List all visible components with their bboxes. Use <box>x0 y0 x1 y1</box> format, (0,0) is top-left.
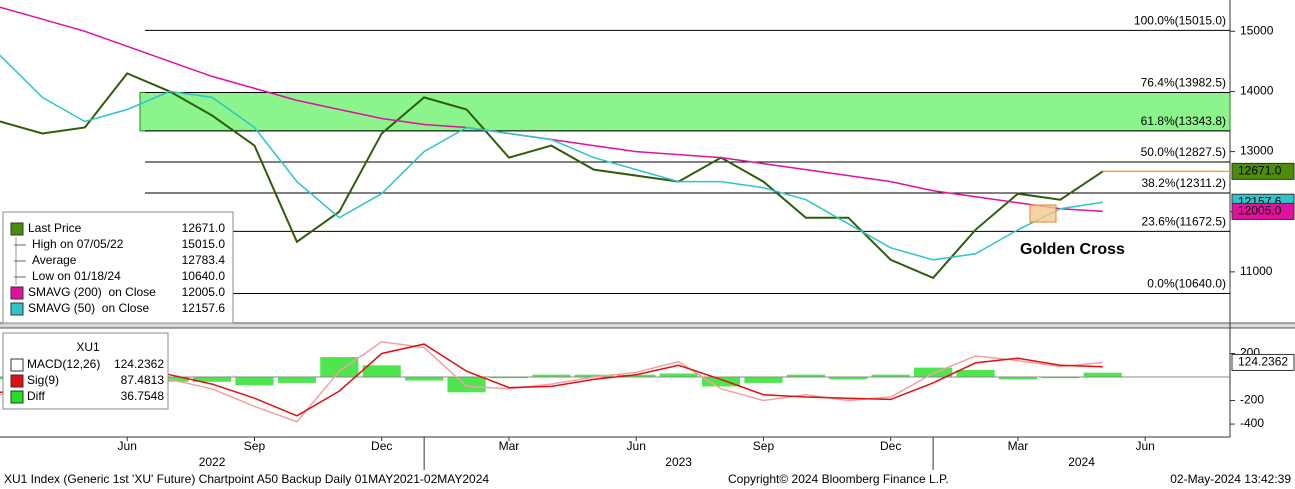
legend-label: Average <box>32 253 77 267</box>
fib-zone <box>139 91 1231 132</box>
legend-box <box>2 211 234 324</box>
y-tick-label: 15000 <box>1240 23 1274 37</box>
legend-swatch <box>10 286 24 300</box>
x-tick-label: Jun <box>118 439 137 453</box>
legend-value: 36.7548 <box>121 389 165 403</box>
diff-bar <box>829 377 868 380</box>
last-value-box <box>1231 162 1295 180</box>
y-tick-label: -200 <box>1240 393 1264 407</box>
series-line <box>0 72 1104 280</box>
legend-box <box>2 332 169 410</box>
year-label: 2023 <box>665 455 692 469</box>
diff-bar <box>574 374 613 378</box>
footer-right: 02-May-2024 13:42:39 <box>1170 472 1291 486</box>
legend-swatch <box>10 302 24 316</box>
legend-value: 15015.0 <box>182 237 226 251</box>
x-tick-label: Mar <box>1008 439 1029 453</box>
legend-label: Low on 01/18/24 <box>32 269 121 283</box>
diff-bar <box>956 369 995 378</box>
diff-bar <box>277 377 316 383</box>
diff-bar <box>405 377 444 381</box>
year-label: 2024 <box>1068 455 1095 469</box>
diff-bar <box>701 377 741 387</box>
y-tick-label: -400 <box>1240 416 1264 430</box>
fib-label: 0.0%(10640.0) <box>1147 277 1226 291</box>
fib-label: 50.0%(12827.5) <box>1141 145 1226 159</box>
fib-label: 61.8%(13343.8) <box>1141 114 1226 128</box>
fib-label: 23.6%(11672.5) <box>1141 215 1226 229</box>
diff-bar <box>447 377 486 393</box>
year-label: 2022 <box>199 455 226 469</box>
legend-title: XU1 <box>76 340 100 354</box>
y-tick-label: 13000 <box>1240 144 1274 158</box>
last-value-label: 124.2362 <box>1238 355 1288 369</box>
last-value-box <box>1231 202 1295 220</box>
last-value-box <box>1231 353 1295 371</box>
legend-value: 87.4813 <box>121 373 165 387</box>
series-line <box>0 341 1103 423</box>
diff-bar <box>1041 377 1080 379</box>
legend-label: High on 07/05/22 <box>32 237 124 251</box>
x-tick-label: Sep <box>244 439 266 453</box>
x-tick-label: Sep <box>753 439 775 453</box>
diff-bar <box>871 374 910 378</box>
legend-label: Last Price <box>28 221 82 235</box>
series-line <box>0 54 1103 261</box>
legend-swatch <box>10 222 24 236</box>
fib-label: 100.0%(15015.0) <box>1134 14 1226 28</box>
diff-bar <box>235 377 274 386</box>
diff-bar <box>744 377 783 383</box>
series-group <box>0 341 1230 423</box>
x-tick-label: Dec <box>880 439 901 453</box>
diff-bar <box>489 377 529 379</box>
legend-label: MACD(12,26) <box>27 357 100 371</box>
legend-label: Diff <box>27 389 45 403</box>
legend-value: 12005.0 <box>182 285 226 299</box>
legend-swatch <box>10 390 24 404</box>
fib-label: 76.4%(13982.5) <box>1141 76 1226 90</box>
diff-bar <box>1083 372 1122 378</box>
legend-label: SMAVG (200) on Close <box>28 285 156 299</box>
x-tick-label: Mar <box>499 439 520 453</box>
series-line <box>0 343 1103 417</box>
diff-bar <box>617 374 656 378</box>
last-value-label: 12005.0 <box>1238 204 1282 218</box>
footer-center: Copyright© 2024 Bloomberg Finance L.P. <box>728 472 949 486</box>
y-tick-label: 14000 <box>1240 84 1274 98</box>
diff-bar <box>786 374 825 378</box>
legend-swatch <box>10 374 24 388</box>
legend-label: Sig(9) <box>27 373 59 387</box>
legend-label: SMAVG (50) on Close <box>28 301 149 315</box>
diff-bar <box>998 377 1038 380</box>
x-tick-label: Dec <box>371 439 392 453</box>
diff-bar <box>659 373 698 378</box>
fib-label: 38.2%(12311.2) <box>1141 176 1226 190</box>
annotation-box <box>1029 204 1057 223</box>
annotation: Golden Cross <box>1020 241 1125 258</box>
x-tick-label: Jun <box>1135 439 1154 453</box>
diff-bar <box>320 357 359 378</box>
panel-separator <box>0 323 1295 328</box>
legend-value: 12671.0 <box>182 221 226 235</box>
series-group <box>0 6 1104 280</box>
legend-value: 10640.0 <box>182 269 226 283</box>
y-tick-label: 11000 <box>1240 264 1273 278</box>
legend-swatch <box>10 358 24 372</box>
diff-bar <box>362 365 401 378</box>
diff-bar <box>532 374 571 378</box>
legend-value: 124.2362 <box>114 357 164 371</box>
legend-value: 12157.6 <box>182 301 226 315</box>
legend-value: 12783.4 <box>182 253 226 267</box>
last-value-label: 12671.0 <box>1238 164 1282 178</box>
footer-left: XU1 Index (Generic 1st 'XU' Future) Char… <box>4 472 489 486</box>
diff-bar <box>192 377 232 382</box>
diff-bar <box>914 367 953 378</box>
x-tick-label: Jun <box>627 439 646 453</box>
